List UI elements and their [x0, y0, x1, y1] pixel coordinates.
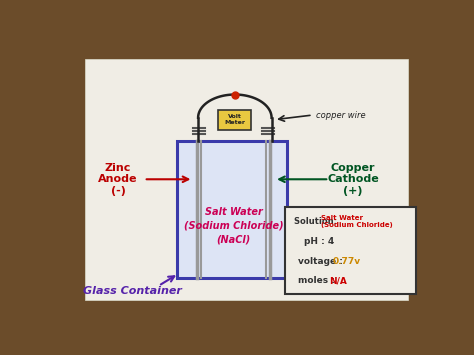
Text: Copper
Cathode
(+): Copper Cathode (+)	[327, 163, 379, 196]
Text: Salt Water
(Sodium Chloride): Salt Water (Sodium Chloride)	[321, 215, 392, 228]
Text: Glass Container: Glass Container	[83, 286, 182, 296]
Text: N/A: N/A	[329, 276, 347, 285]
Text: moles :: moles :	[298, 276, 338, 285]
Bar	[177, 141, 287, 278]
Text: Zinc
Anode
(-): Zinc Anode (-)	[98, 163, 138, 196]
Text: 0.77v: 0.77v	[333, 257, 361, 266]
Text: copper wire: copper wire	[316, 110, 366, 120]
Text: Volt
Meter: Volt Meter	[224, 114, 245, 125]
Text: Solution:: Solution:	[294, 217, 340, 226]
FancyBboxPatch shape	[218, 110, 251, 130]
Bar	[285, 207, 416, 294]
FancyBboxPatch shape	[85, 59, 408, 300]
Text: pH : 4: pH : 4	[303, 237, 334, 246]
Text: voltage :: voltage :	[298, 257, 346, 266]
Text: Salt Water
(Sodium Chloride)
(NaCl): Salt Water (Sodium Chloride) (NaCl)	[184, 207, 283, 245]
